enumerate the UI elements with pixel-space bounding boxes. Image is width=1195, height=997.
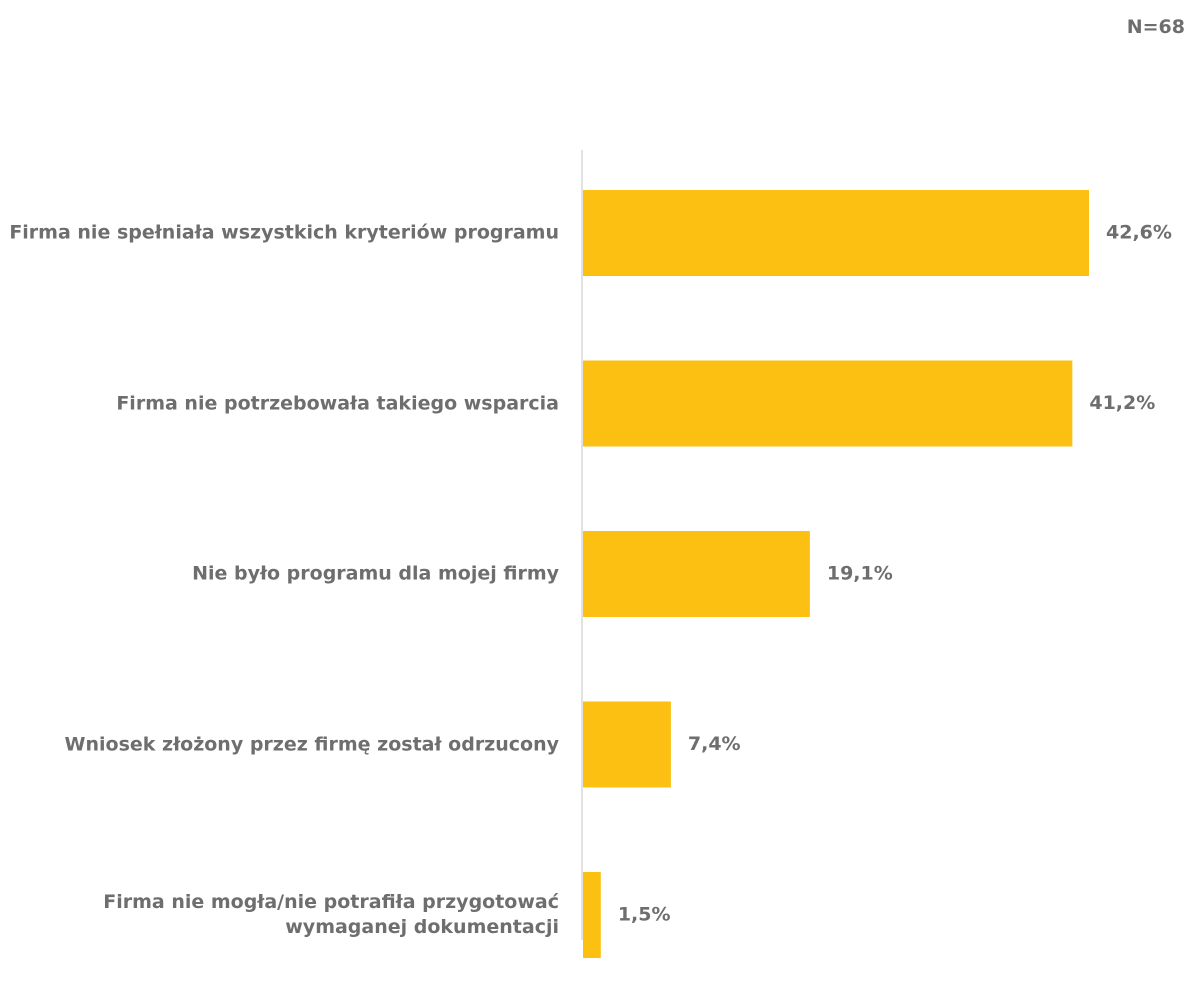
category-label-4: Wniosek złożony przez firmę został odrzu… (64, 733, 559, 755)
bar-3 (583, 531, 810, 617)
value-labels-group: 42,6% 41,2% 19,1% 7,4% 1,5% (618, 222, 1172, 926)
bar-5 (583, 872, 601, 958)
category-label-1: Firma nie spełniała wszystkich kryteriów… (9, 221, 559, 244)
bars-group (583, 190, 1089, 958)
category-label-3: Nie było programu dla mojej firmy (192, 562, 559, 585)
value-label-3: 19,1% (827, 563, 893, 585)
value-label-4: 7,4% (688, 733, 741, 755)
value-label-5: 1,5% (618, 904, 671, 926)
category-label-2: Firma nie potrzebowała takiego wsparcia (116, 392, 559, 414)
sample-size-label: N=68 (1126, 16, 1185, 38)
category-label-5: Firma nie mogła/nie potrafiła przygotowa… (103, 891, 559, 938)
bar-1 (583, 190, 1089, 276)
bar-2 (583, 360, 1073, 447)
value-label-1: 42,6% (1106, 222, 1172, 244)
value-label-2: 41,2% (1089, 392, 1155, 414)
bar-4 (583, 701, 671, 788)
